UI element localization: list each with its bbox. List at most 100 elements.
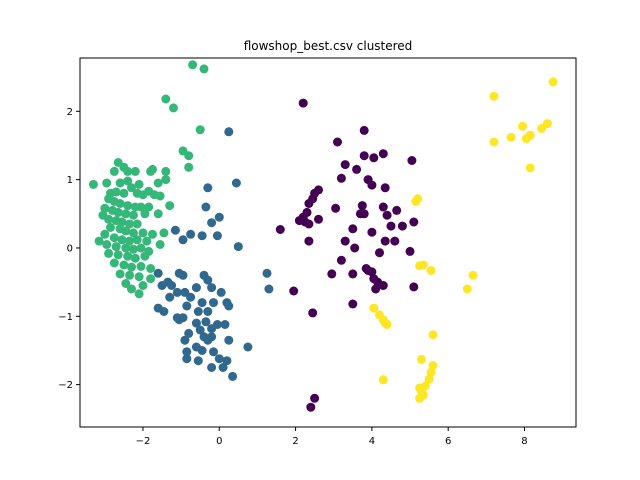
cluster-3-point	[378, 375, 388, 385]
cluster-0-point	[369, 153, 379, 163]
cluster-2-point	[140, 209, 150, 219]
cluster-3-point	[411, 197, 421, 206]
cluster-1-point	[180, 335, 190, 345]
cluster-3-point	[521, 134, 531, 144]
cluster-2-point	[121, 209, 131, 219]
cluster-0-point	[304, 199, 314, 208]
cluster-2-point	[115, 269, 125, 279]
cluster-2-point	[125, 236, 135, 246]
cluster-0-point	[306, 402, 316, 412]
cluster-1-point	[222, 356, 232, 366]
cluster-1-point	[207, 283, 217, 293]
cluster-2-point	[100, 229, 110, 239]
cluster-3-point	[424, 374, 434, 384]
cluster-0-point	[340, 160, 350, 170]
cluster-0-point	[367, 227, 377, 237]
y-tick-label: 2	[67, 107, 73, 118]
cluster-2-point	[109, 258, 119, 268]
cluster-2-point	[169, 103, 178, 113]
cluster-1-point	[159, 307, 169, 316]
cluster-1-point	[214, 354, 224, 364]
cluster-0-point	[397, 221, 407, 231]
cluster-2-point	[121, 243, 131, 253]
cluster-1-point	[212, 231, 222, 241]
cluster-2-point	[146, 264, 156, 273]
cluster-2-point	[119, 188, 129, 198]
cluster-2-point	[155, 191, 165, 201]
cluster-1-point	[216, 287, 226, 297]
cluster-2-point	[199, 64, 209, 74]
x-tick-label: 4	[369, 436, 375, 447]
cluster-1-point	[209, 347, 218, 357]
cluster-2-point	[130, 253, 140, 263]
cluster-0-point	[304, 236, 314, 246]
cluster-3-point	[426, 266, 436, 275]
cluster-1-point	[220, 320, 230, 329]
cluster-2-point	[159, 228, 169, 238]
cluster-1-point	[157, 281, 167, 290]
y-tick-label: 0	[67, 243, 73, 254]
cluster-1-point	[233, 242, 243, 252]
cluster-3-point	[489, 137, 499, 147]
cluster-2-point	[127, 262, 136, 272]
cluster-2-point	[184, 162, 194, 172]
cluster-0-point	[327, 269, 337, 279]
cluster-0-point	[382, 210, 392, 220]
cluster-1-point	[207, 324, 217, 334]
cluster-3-point	[415, 393, 425, 403]
cluster-2-point	[136, 243, 146, 253]
cluster-3-point	[417, 354, 426, 364]
cluster-0-point	[367, 180, 377, 190]
cluster-0-point	[409, 282, 419, 292]
cluster-2-point	[117, 217, 127, 227]
cluster-3-point	[428, 361, 438, 370]
cluster-0-point	[375, 248, 384, 258]
cluster-1-point	[224, 335, 234, 345]
y-axis: −2 −1 0 1 2	[58, 107, 80, 391]
cluster-0-point	[386, 221, 396, 231]
cluster-1-point	[207, 363, 217, 372]
cluster-2-point	[140, 251, 150, 261]
cluster-0-point	[359, 151, 369, 161]
cluster-1-point	[214, 212, 224, 222]
cluster-1-point	[182, 347, 192, 357]
x-tick-label: 8	[521, 436, 527, 447]
cluster-2-point	[184, 151, 194, 161]
cluster-0-point	[380, 183, 390, 193]
cluster-1-point	[182, 354, 192, 364]
cluster-2-point	[121, 279, 131, 288]
cluster-0-point	[348, 269, 358, 279]
cluster-2-point	[127, 183, 136, 193]
cluster-1-point	[195, 325, 205, 335]
cluster-3-point	[525, 163, 535, 173]
cluster-3-point	[418, 260, 428, 270]
cluster-0-point	[336, 255, 346, 265]
cluster-2-point	[128, 228, 138, 238]
chart-title: flowshop_best.csv clustered	[244, 39, 413, 53]
cluster-1-point	[264, 284, 274, 294]
x-tick-label: 0	[216, 436, 222, 447]
cluster-2-point	[146, 274, 156, 284]
cluster-1-point	[243, 342, 253, 352]
cluster-1-point	[207, 218, 217, 228]
cluster-1-point	[182, 301, 192, 311]
cluster-2-point	[134, 272, 144, 282]
cluster-1-point	[172, 287, 182, 297]
cluster-2-point	[161, 94, 171, 104]
cluster-3-point	[428, 330, 438, 340]
cluster-3-point	[426, 367, 436, 377]
cluster-1-point	[224, 301, 234, 311]
cluster-0-point	[310, 393, 320, 403]
cluster-0-point	[407, 156, 417, 165]
cluster-0-point	[336, 173, 346, 183]
cluster-2-point	[148, 164, 157, 174]
cluster-0-point	[308, 308, 318, 318]
cluster-2-point	[132, 219, 142, 229]
cluster-0-point	[359, 125, 369, 135]
cluster-2-point	[134, 289, 144, 299]
cluster-1-point	[209, 298, 218, 308]
cluster-1-point	[203, 183, 213, 193]
cluster-2-point	[102, 178, 112, 188]
cluster-0-point	[352, 164, 362, 174]
